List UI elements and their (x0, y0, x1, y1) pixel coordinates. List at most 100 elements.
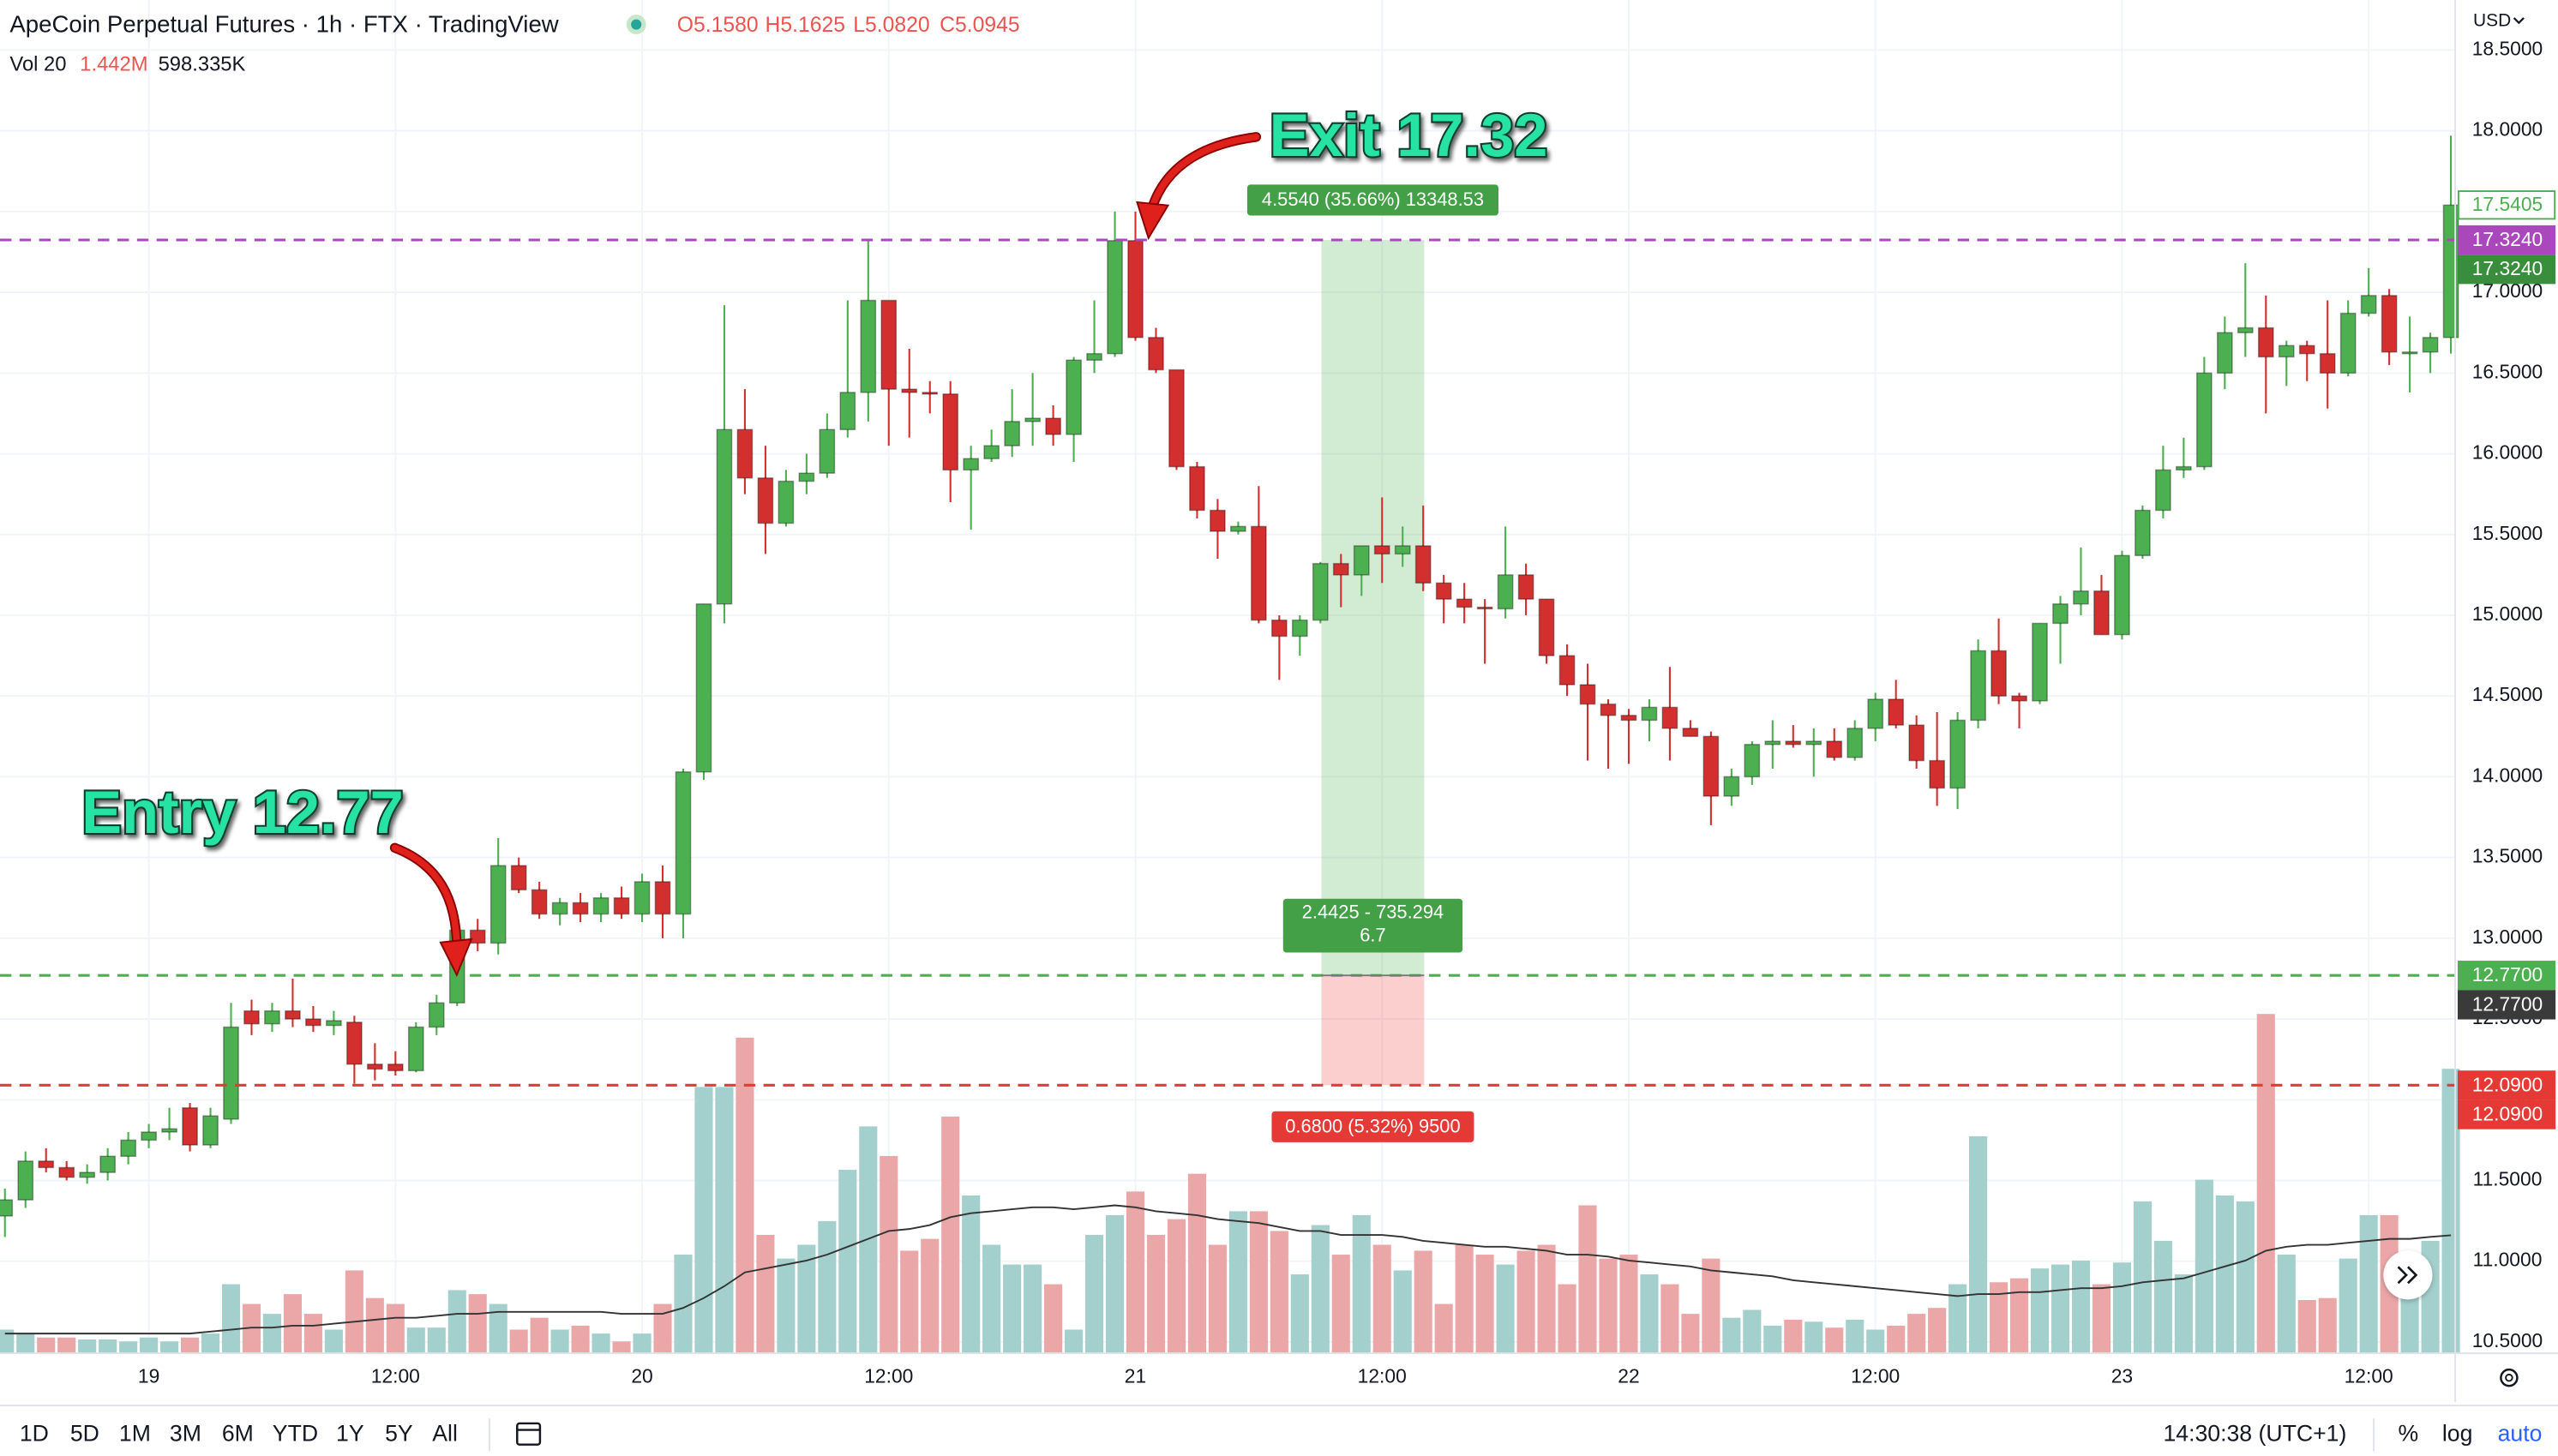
y-tick-label: 13.0000 (2472, 926, 2543, 948)
volume-bar (2195, 1179, 2213, 1354)
range-button[interactable]: All (432, 1420, 458, 1446)
log-toggle[interactable]: log (2442, 1420, 2473, 1446)
price-label: 12.7700 (2472, 963, 2543, 986)
volume-bar (1393, 1270, 1412, 1354)
volume-bar (2441, 1069, 2460, 1354)
range-button[interactable]: 1Y (336, 1420, 364, 1446)
candle-body (1435, 582, 1452, 600)
volume-bar (221, 1284, 241, 1354)
y-tick-label: 18.5000 (2472, 37, 2543, 59)
price-label-box (2457, 961, 2556, 991)
volume-bar (262, 1314, 282, 1354)
currency[interactable]: USD (2473, 10, 2511, 30)
y-tick-label: 16.0000 (2472, 441, 2543, 464)
candle-body (141, 1131, 157, 1141)
volume-bar (1640, 1274, 1659, 1354)
y-tick-label: 14.5000 (2472, 683, 2543, 705)
volume-bar (859, 1126, 878, 1354)
volume-bar (1578, 1205, 1597, 1354)
candle-body (2319, 352, 2336, 374)
range-button[interactable]: 3M (170, 1420, 201, 1446)
volume-bar (1825, 1327, 1844, 1354)
range-button[interactable]: YTD (273, 1420, 318, 1446)
candle-body (1538, 598, 1555, 656)
volume-bar (1065, 1329, 1084, 1354)
volume-bar (119, 1341, 138, 1354)
volume-bar (1702, 1258, 1720, 1354)
volume-bar (2297, 1299, 2316, 1354)
candle-body (551, 902, 568, 915)
volume-bar (1372, 1244, 1391, 1354)
y-tick-label: 15.0000 (2472, 602, 2543, 625)
candle-body (17, 1160, 34, 1201)
volume-bar (406, 1327, 425, 1354)
candle-body (1024, 417, 1042, 422)
price-label-box (2457, 1070, 2556, 1100)
candle-body (2360, 295, 2377, 315)
volume-bar (1866, 1329, 1885, 1354)
candle-body (0, 1199, 14, 1217)
volume-bar (962, 1195, 981, 1354)
volume-bar (386, 1303, 405, 1354)
volume-bar (1126, 1191, 1145, 1354)
volume-bar (1270, 1231, 1288, 1354)
price-label-box (2457, 190, 2556, 220)
volume-bar (1496, 1264, 1515, 1354)
scroll-to-realtime[interactable] (2383, 1250, 2433, 1300)
candle-body (1456, 598, 1473, 608)
volume-bar (1619, 1255, 1638, 1354)
price-label-box (2457, 255, 2556, 285)
price-label: 17.3240 (2472, 228, 2543, 250)
candle-body (1127, 240, 1144, 339)
range-button[interactable]: 1D (20, 1420, 49, 1446)
exit-annotation: Exit 17.32 (1270, 101, 1548, 169)
volume-bar (181, 1337, 200, 1354)
ohlc-close: C5.0945 (940, 14, 1019, 37)
volume-bar (37, 1337, 56, 1354)
volume-bar (736, 1037, 754, 1354)
volume-bar (1146, 1235, 1166, 1354)
candle-body (510, 865, 527, 891)
volume-bar (2030, 1268, 2050, 1354)
percent-toggle[interactable]: % (2399, 1420, 2419, 1446)
x-tick-label: 21 (1125, 1365, 1146, 1387)
range-button[interactable]: 5Y (385, 1420, 413, 1446)
volume-bar (2009, 1278, 2029, 1354)
volume-bar (1969, 1135, 1988, 1354)
y-tick-label: 16.5000 (2472, 360, 2543, 382)
range-button[interactable]: 6M (222, 1420, 254, 1446)
stop-label: 0.6800 (5.32%) 9500 (1285, 1116, 1460, 1137)
candle-body (922, 392, 939, 395)
candle-body (736, 428, 754, 479)
x-tick-label: 12:00 (1851, 1365, 1900, 1387)
y-tick-label: 11.5000 (2473, 1168, 2543, 1190)
x-tick-label: 23 (2111, 1365, 2133, 1387)
range-button[interactable]: 1M (119, 1420, 151, 1446)
date-range-icon[interactable] (516, 1422, 542, 1446)
settings-icon[interactable] (2500, 1368, 2519, 1387)
volume-bar (1928, 1308, 1947, 1354)
auto-toggle[interactable]: auto (2498, 1420, 2543, 1446)
x-tick-label: 12:00 (371, 1365, 420, 1387)
candle-body (38, 1160, 55, 1169)
candle-body (1270, 619, 1288, 638)
entry-arrowhead (439, 938, 473, 978)
volume-bar (1414, 1250, 1432, 1354)
candle-body (2175, 465, 2192, 471)
candle-body (1414, 545, 1432, 584)
candle-body (880, 299, 898, 390)
volume-bar (1784, 1320, 1803, 1354)
candle-body (2442, 204, 2459, 339)
candle-body (469, 929, 486, 944)
candle-body (1517, 574, 1534, 600)
range-button[interactable]: 5D (70, 1420, 99, 1446)
volume-bar (1290, 1274, 1309, 1354)
ohlc-low: L5.0820 (853, 14, 929, 37)
target-label: 4.5540 (35.66%) 13348.53 (1262, 189, 1484, 210)
volume-bar (1455, 1244, 1474, 1354)
volume-bar (941, 1116, 960, 1354)
candle-body (942, 393, 959, 471)
candle-body (1312, 562, 1329, 621)
volume-bar (2256, 1014, 2275, 1354)
